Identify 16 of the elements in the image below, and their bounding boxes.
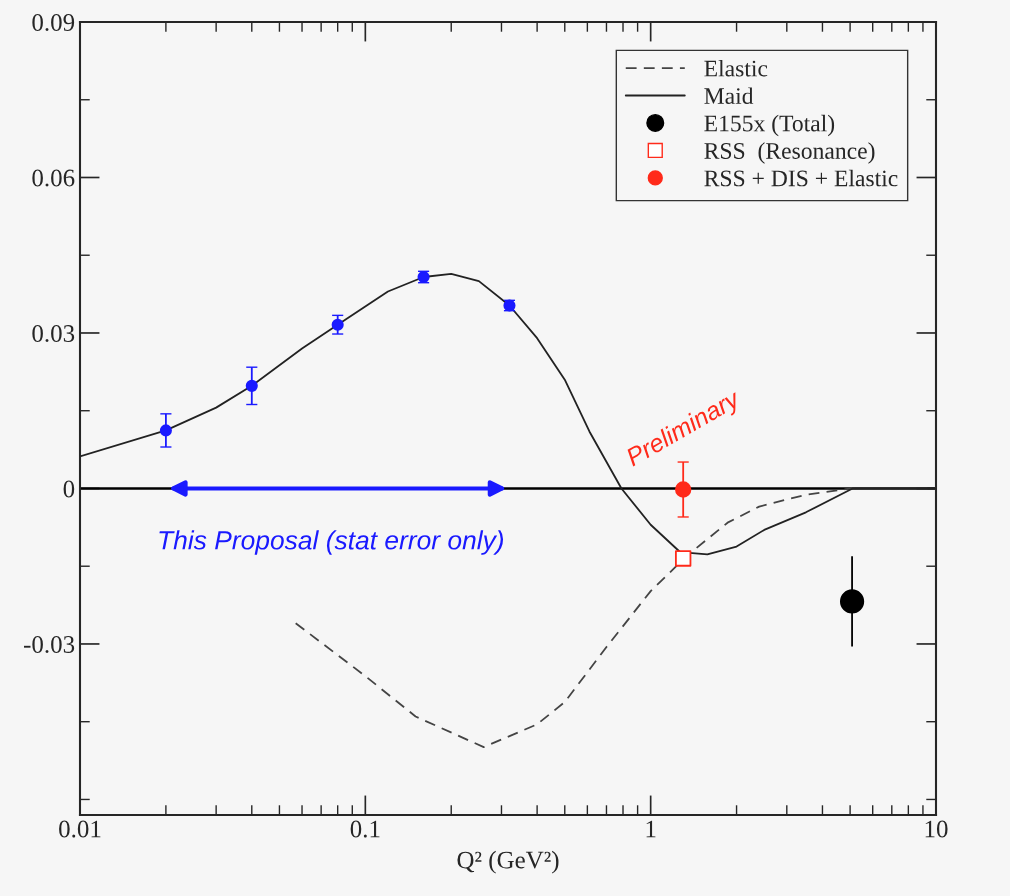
legend-label: Maid — [704, 87, 754, 104]
legend-label: Elastic — [704, 59, 768, 77]
x-axis-title: Q² (GeV²) — [457, 850, 559, 874]
y-tick-label: 0.09 — [32, 14, 75, 32]
legend-label: E155x (Total) — [704, 114, 835, 137]
annotation: This Proposal (stat error only) — [159, 530, 504, 555]
x-tick-label: 0.1 — [350, 820, 380, 838]
x-tick-label: 0.01 — [59, 820, 101, 838]
legend-label: RSS + DIS + Elastic — [704, 169, 898, 187]
y-tick-label: 0.06 — [32, 169, 75, 187]
y-tick-label: 0 — [63, 480, 75, 498]
x-tick-label: 10 — [925, 820, 948, 838]
x-tick-label: 1 — [646, 820, 656, 838]
legend-label: RSS (Resonance) — [704, 142, 875, 164]
y-tick-label: 0.03 — [32, 325, 75, 343]
y-tick-label: -0.03 — [23, 636, 75, 653]
